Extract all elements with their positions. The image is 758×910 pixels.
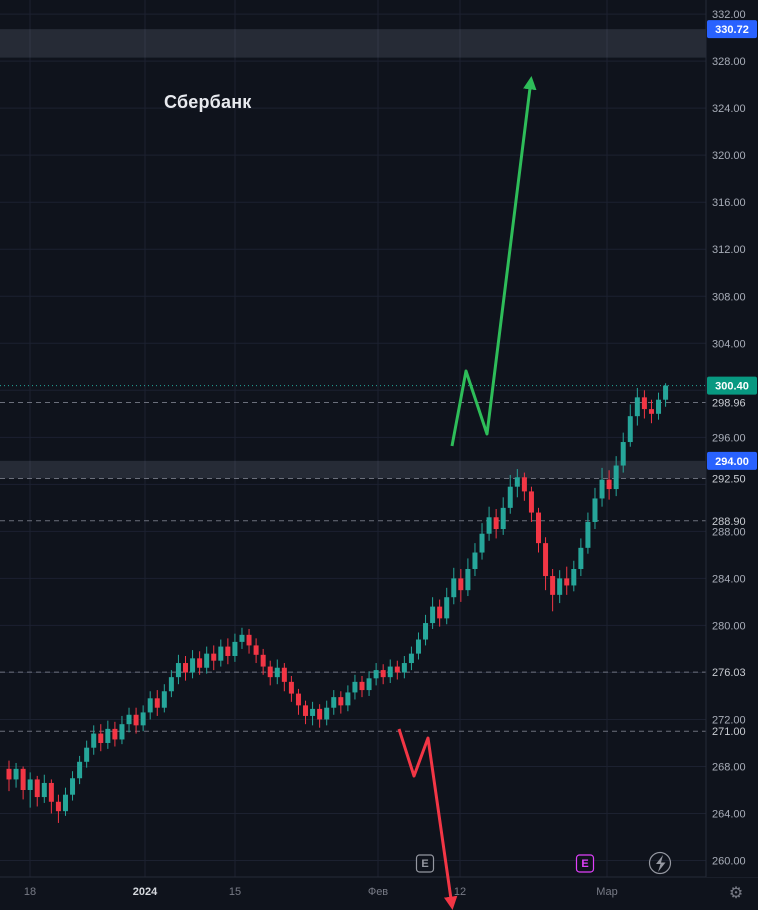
price-level-badge: 300.40 xyxy=(707,376,757,395)
price-level-label: 292.50 xyxy=(712,473,746,485)
earnings-badge[interactable]: E xyxy=(575,854,595,873)
price-level-label: 276.03 xyxy=(712,667,746,679)
earnings-badge[interactable]: E xyxy=(415,854,435,873)
svg-text:330.72: 330.72 xyxy=(715,24,749,36)
lightning-icon[interactable] xyxy=(648,851,672,875)
price-tick-label: 284.00 xyxy=(712,573,746,585)
price-axis[interactable]: 332.00 328.00 324.00 320.00 316.00 312.00 308.… xyxy=(705,0,758,877)
time-axis[interactable]: 18 2024 15 Фев 12 Мар xyxy=(0,876,758,910)
svg-text:294.00: 294.00 xyxy=(715,456,749,468)
price-tick-label: 280.00 xyxy=(712,620,746,632)
bearish-projection-arrow[interactable] xyxy=(397,728,458,910)
symbol-title-text[interactable]: Сбербанк xyxy=(164,92,252,112)
price-tick-label: 308.00 xyxy=(712,291,746,303)
price-level-badge: 330.72 xyxy=(707,20,757,39)
price-level-label: 288.90 xyxy=(712,516,746,528)
time-axis-label: 12 xyxy=(454,886,466,898)
price-tick-label: 320.00 xyxy=(712,150,746,162)
time-axis-label: Мар xyxy=(596,886,618,898)
price-tick-label: 324.00 xyxy=(712,103,746,115)
price-tick-label: 332.00 xyxy=(712,9,746,21)
price-level-label: 271.00 xyxy=(712,726,746,738)
price-tick-label: 296.00 xyxy=(712,432,746,444)
time-axis-label: 15 xyxy=(229,886,241,898)
price-tick-label: 268.00 xyxy=(712,761,746,773)
time-axis-label: 18 xyxy=(24,886,36,898)
time-axis-label: 2024 xyxy=(133,886,158,898)
candlestick-series xyxy=(6,383,669,823)
settings-gear-icon[interactable]: ⚙ xyxy=(728,885,744,902)
time-axis-label: Фев xyxy=(368,886,388,898)
price-level-badge: 294.00 xyxy=(707,451,757,470)
svg-text:300.40: 300.40 xyxy=(715,381,749,393)
price-tick-label: 312.00 xyxy=(712,244,746,256)
price-zone-bands xyxy=(0,29,706,479)
bullish-projection-arrow[interactable] xyxy=(450,75,537,447)
price-tick-label: 316.00 xyxy=(712,197,746,209)
price-tick-label: 272.00 xyxy=(712,714,746,726)
price-tick-label: 264.00 xyxy=(712,809,746,821)
price-tick-label: 260.00 xyxy=(712,856,746,868)
svg-text:E: E xyxy=(421,858,428,870)
price-tick-label: 328.00 xyxy=(712,56,746,68)
price-tick-label: 288.00 xyxy=(712,526,746,538)
price-tick-label: 304.00 xyxy=(712,338,746,350)
svg-text:E: E xyxy=(581,858,588,870)
trend-arrow-drawings[interactable] xyxy=(397,75,537,910)
price-level-label: 298.96 xyxy=(712,398,746,410)
